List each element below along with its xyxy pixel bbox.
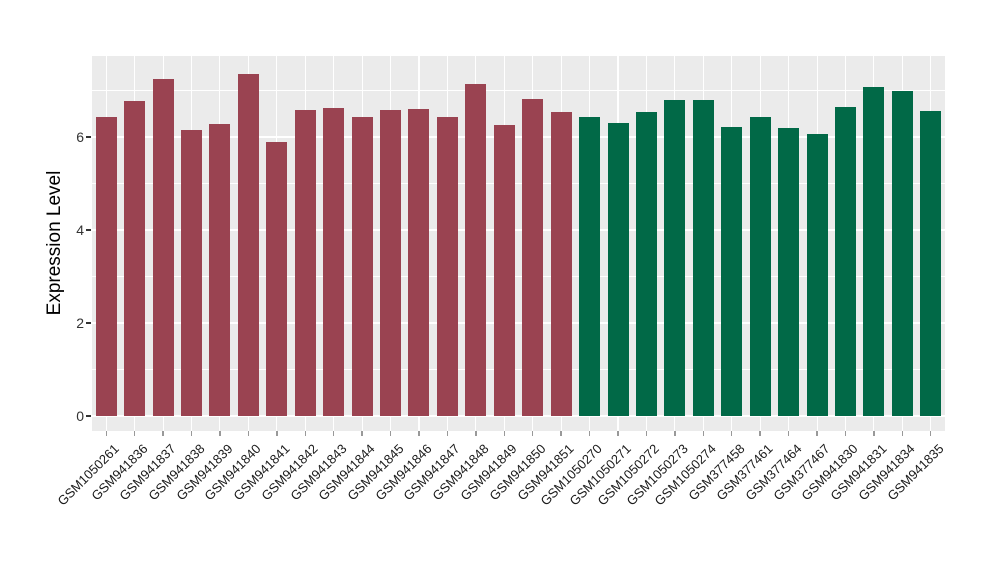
gridline-minor-y5 xyxy=(92,183,945,184)
x-tick-mark xyxy=(361,431,363,436)
y-tick-mark xyxy=(86,322,91,324)
x-tick-mark xyxy=(389,431,392,436)
y-tick-mark xyxy=(86,136,91,138)
bar-GSM377467 xyxy=(806,134,828,416)
bar-GSM941830 xyxy=(834,107,856,416)
bar-GSM941846 xyxy=(408,109,430,416)
gridline-major-y0 xyxy=(92,415,945,417)
x-tick-mark xyxy=(219,431,221,436)
x-tick-mark xyxy=(560,431,562,436)
x-tick-mark xyxy=(276,431,278,436)
y-tick-label: 6 xyxy=(76,129,84,145)
x-tick-mark xyxy=(475,431,477,436)
bar-GSM941843 xyxy=(323,108,345,416)
x-tick-mark xyxy=(787,431,790,436)
y-tick-label: 0 xyxy=(76,408,84,424)
bar-GSM941842 xyxy=(294,110,316,416)
x-tick-mark xyxy=(105,431,107,436)
bar-GSM941841 xyxy=(266,142,288,416)
gridline-major-y2 xyxy=(92,322,945,324)
x-tick-mark xyxy=(645,431,648,436)
bar-GSM1050261 xyxy=(95,117,117,416)
y-tick-label: 4 xyxy=(76,222,84,238)
x-tick-mark xyxy=(617,431,619,436)
x-tick-mark xyxy=(446,431,449,436)
x-tick-mark xyxy=(133,431,136,436)
y-tick-mark xyxy=(86,229,91,231)
plot-area xyxy=(92,56,945,431)
bar-GSM941849 xyxy=(493,124,515,416)
bar-GSM1050271 xyxy=(607,122,629,416)
bar-GSM941837 xyxy=(152,78,174,416)
x-tick-mark xyxy=(731,431,733,436)
x-tick-mark xyxy=(930,431,932,436)
x-tick-mark xyxy=(816,431,818,436)
gridline-minor-y3 xyxy=(92,276,945,277)
x-tick-mark xyxy=(162,431,164,436)
bar-GSM941840 xyxy=(237,73,259,416)
x-tick-mark xyxy=(304,431,306,436)
bar-GSM941838 xyxy=(181,130,203,416)
bar-GSM941839 xyxy=(209,124,231,416)
y-tick-label: 2 xyxy=(76,315,84,331)
x-tick-mark xyxy=(332,431,335,436)
bar-GSM377461 xyxy=(749,116,771,416)
x-tick-mark xyxy=(901,431,904,436)
bar-GSM941845 xyxy=(380,110,402,416)
x-tick-mark xyxy=(873,431,875,436)
bar-GSM941847 xyxy=(436,117,458,416)
bar-GSM1050273 xyxy=(664,100,686,416)
bar-GSM941831 xyxy=(863,87,885,416)
bar-GSM941850 xyxy=(522,98,544,416)
gridline-major-y4 xyxy=(92,229,945,231)
bar-GSM377458 xyxy=(721,127,743,416)
x-tick-mark xyxy=(247,431,250,436)
x-tick-mark xyxy=(759,431,761,436)
y-tick-mark xyxy=(86,415,91,417)
bar-GSM1050270 xyxy=(579,116,601,416)
bar-GSM941851 xyxy=(550,111,572,416)
x-tick-mark xyxy=(532,431,534,436)
bar-GSM941834 xyxy=(891,90,913,416)
x-tick-mark xyxy=(702,431,704,436)
x-tick-mark xyxy=(418,431,420,436)
x-tick-mark xyxy=(674,431,676,436)
gridline-major-y6 xyxy=(92,136,945,138)
bar-GSM941848 xyxy=(465,84,487,416)
x-tick-mark xyxy=(503,431,505,436)
x-tick-mark xyxy=(844,431,847,436)
x-tick-mark xyxy=(190,431,193,436)
bar-GSM941844 xyxy=(351,117,373,416)
y-axis-title: Expression Level xyxy=(44,170,65,316)
bar-GSM941836 xyxy=(124,100,146,416)
bar-GSM377464 xyxy=(778,128,800,416)
bar-GSM941835 xyxy=(920,110,942,416)
gridline-minor-y7 xyxy=(92,90,945,91)
bar-GSM1050272 xyxy=(635,111,657,416)
gridline-minor-y1 xyxy=(92,369,945,370)
bar-GSM1050274 xyxy=(692,100,714,416)
x-tick-mark xyxy=(588,431,591,436)
